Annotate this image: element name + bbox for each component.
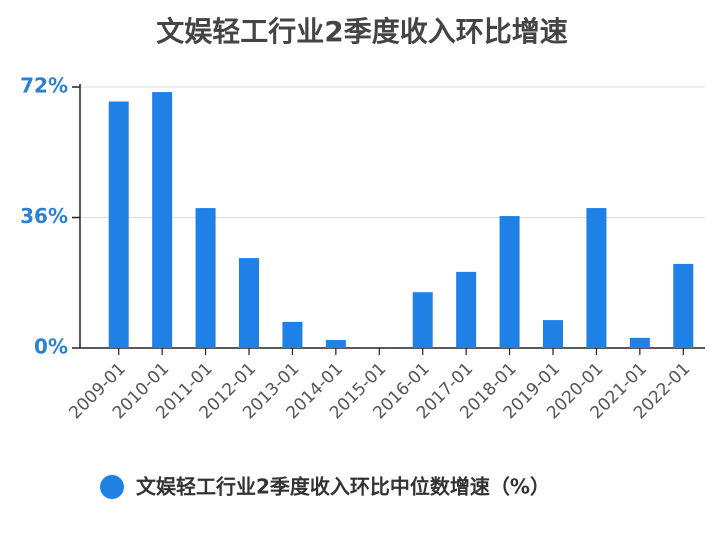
bar <box>282 321 303 348</box>
legend-marker <box>100 475 124 499</box>
bar <box>195 208 216 348</box>
bar <box>543 320 563 348</box>
bar <box>108 101 129 348</box>
chart-title: 文娱轻工行业2季度收入环比增速 <box>156 15 567 48</box>
bar <box>586 208 607 348</box>
y-tick-label: 72% <box>20 74 68 98</box>
legend-label: 文娱轻工行业2季度收入环比中位数增速（%） <box>136 475 550 499</box>
bar <box>152 92 173 348</box>
bar <box>239 258 259 348</box>
bar <box>412 292 433 348</box>
y-tick-label: 36% <box>20 204 68 228</box>
bar <box>499 216 520 348</box>
bar <box>629 337 650 348</box>
y-tick-label: 0% <box>34 335 68 359</box>
bar <box>325 340 346 348</box>
bar <box>456 271 477 348</box>
bar <box>673 263 694 348</box>
